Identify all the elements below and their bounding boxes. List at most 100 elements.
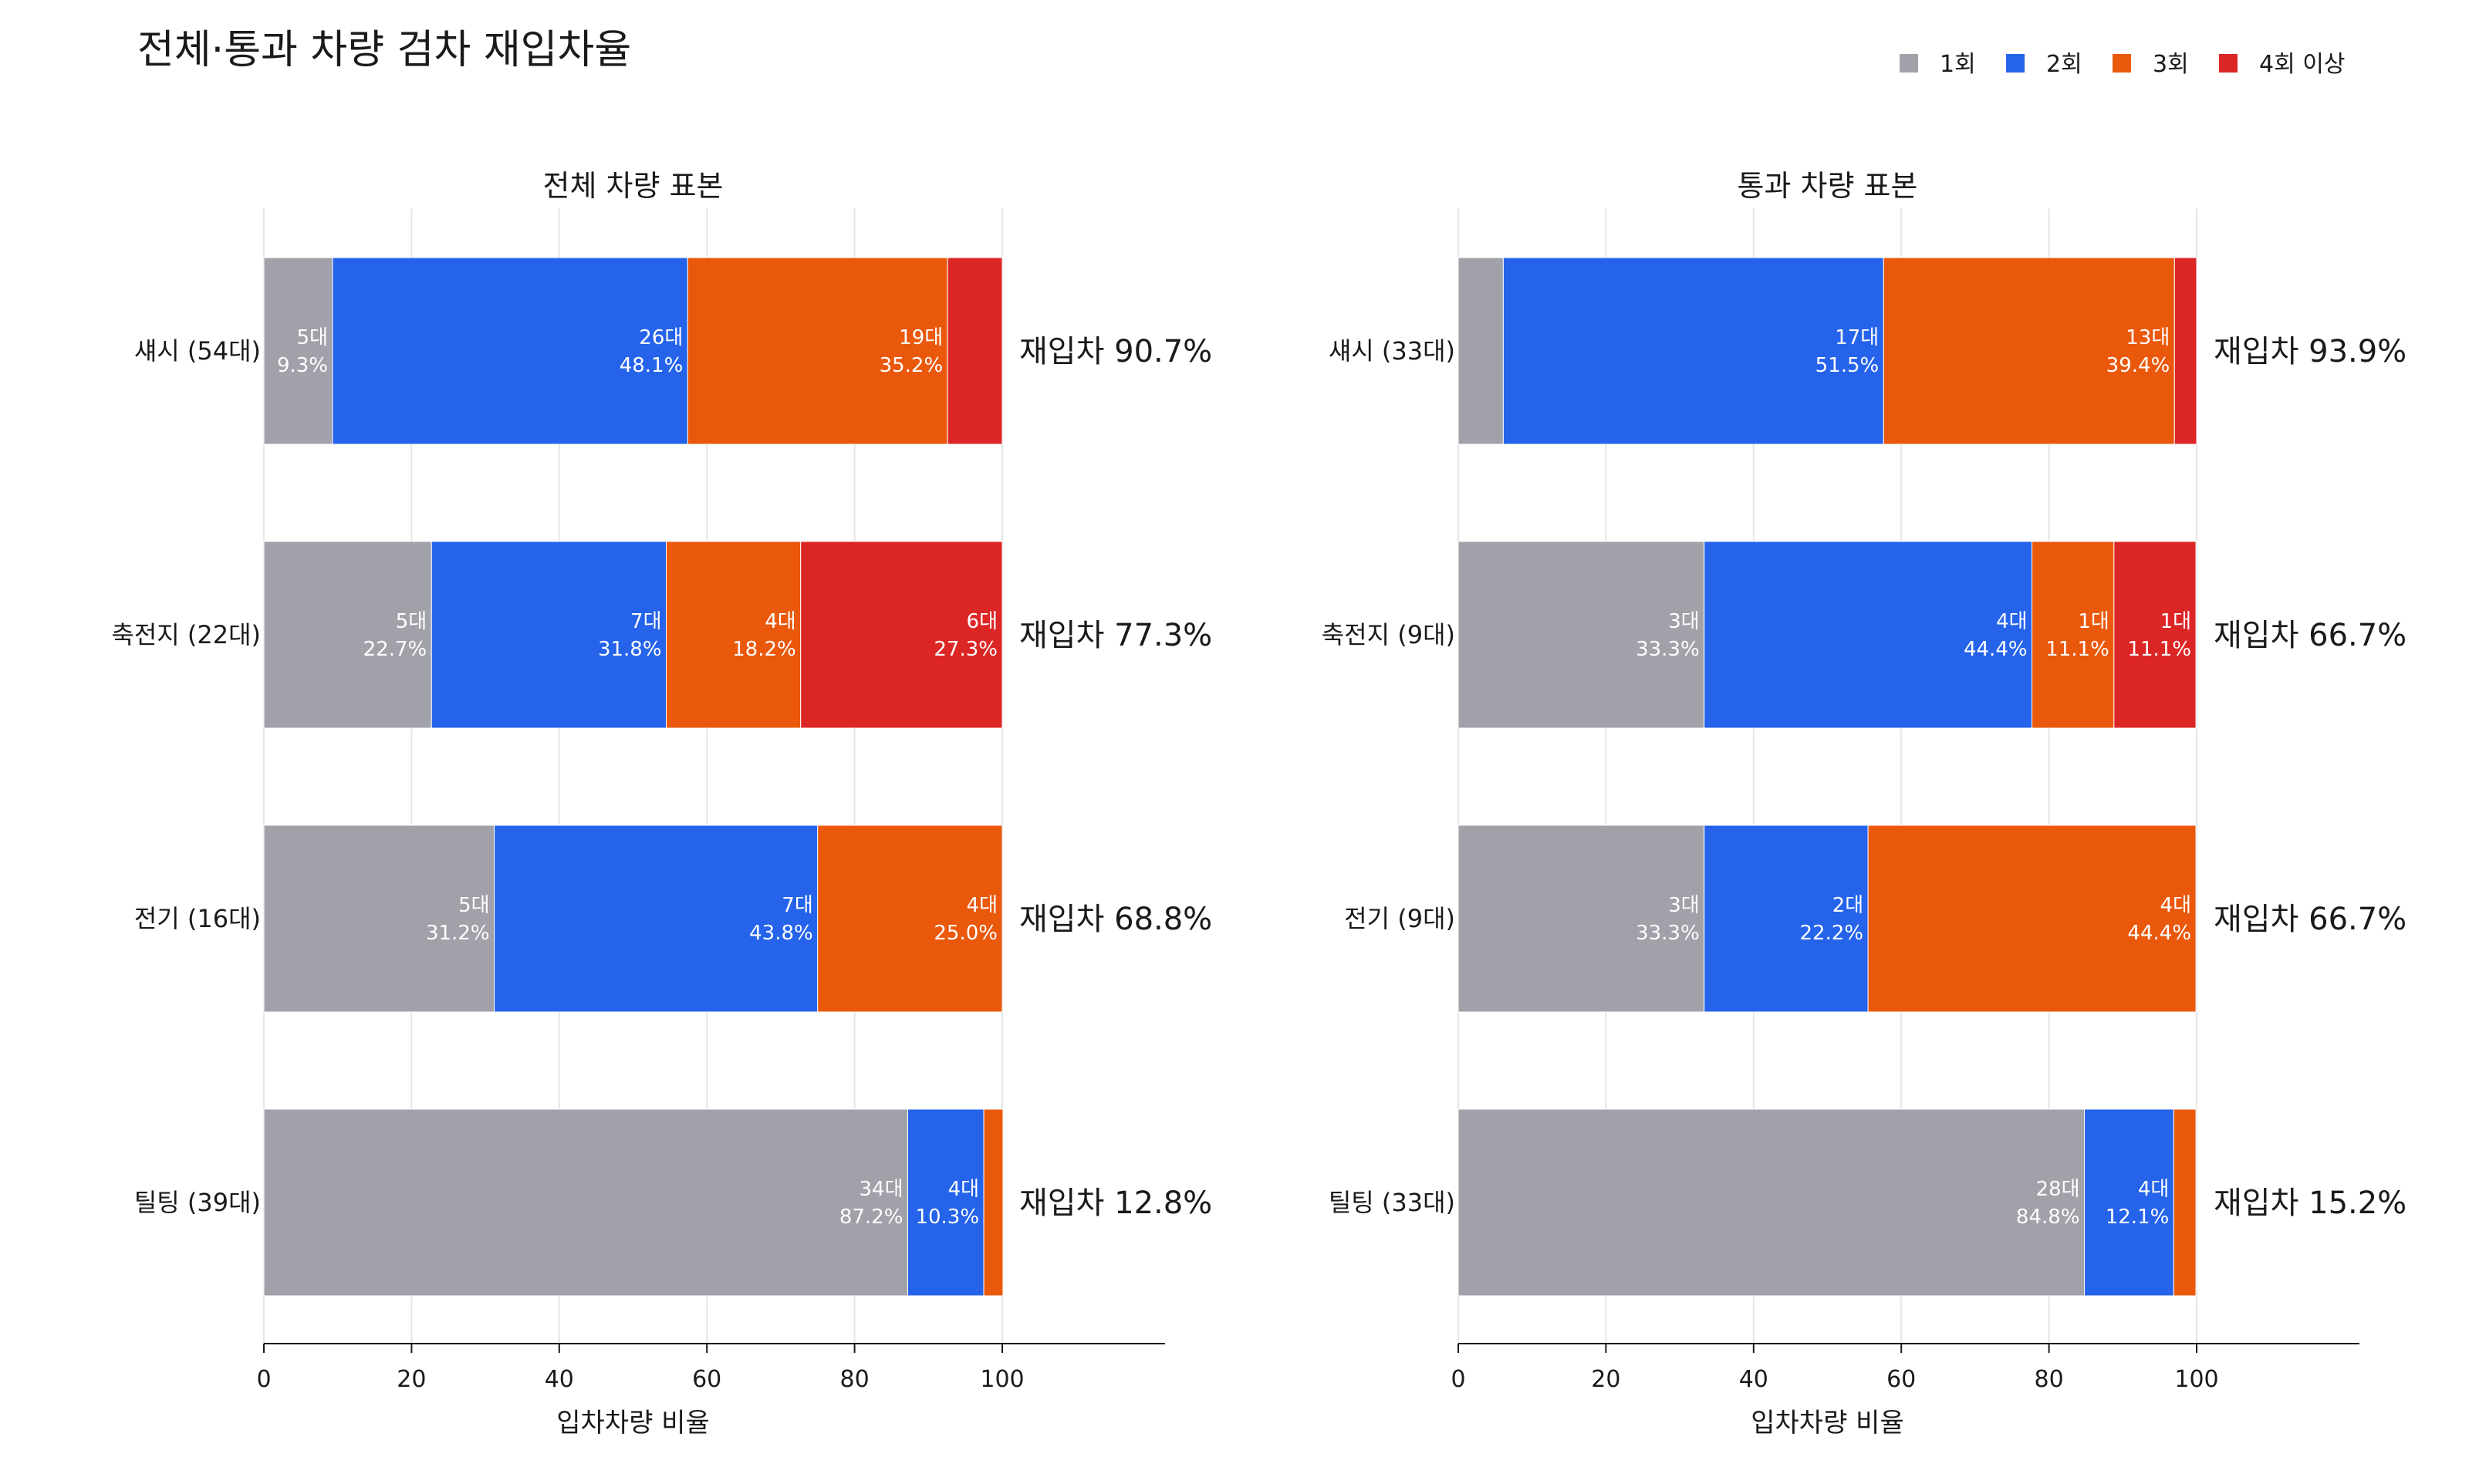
bar-segment (431, 541, 667, 729)
legend-label-1: 1회 (1940, 51, 1976, 78)
segment-count-label: 1대 (2078, 610, 2109, 633)
segment-count-label: 2대 (1832, 894, 1863, 917)
segment-count-label: 19대 (899, 326, 943, 349)
segment-count-label: 4대 (2160, 894, 2191, 917)
segment-count-label: 4대 (948, 1178, 979, 1201)
legend-swatch-2 (2006, 54, 2025, 73)
segment-count-label: 1대 (2160, 610, 2191, 633)
segment-percent-label: 10.3% (915, 1206, 979, 1229)
legend: 1회 2회 3회 4회 이상 (1900, 51, 2345, 78)
segment-percent-label: 44.4% (1964, 638, 2028, 661)
bar-segment (1883, 257, 2175, 445)
legend-swatch-4 (2219, 54, 2238, 73)
segment-count-label: 5대 (396, 610, 427, 633)
reentry-rate-label: 재입차 77.3% (1019, 618, 1212, 653)
segment-percent-label: 43.8% (749, 922, 813, 945)
legend-swatch-3 (2113, 54, 2131, 73)
bar-segment (817, 825, 1003, 1013)
bar-segment (947, 257, 1003, 445)
x-tick-label: 60 (692, 1366, 721, 1393)
segment-count-label: 4대 (1996, 610, 2027, 633)
x-tick-label: 20 (397, 1366, 426, 1393)
segment-percent-label: 87.2% (839, 1206, 903, 1229)
segment-percent-label: 35.2% (880, 354, 944, 377)
category-label: 섀시 (54대) (134, 336, 261, 366)
bar-segment (2032, 541, 2115, 729)
segment-count-label: 5대 (297, 326, 328, 349)
reentry-rate-label: 재입차 66.7% (2214, 902, 2407, 937)
category-label: 전기 (16대) (134, 904, 261, 933)
segment-percent-label: 33.3% (1636, 922, 1700, 945)
panel-title: 통과 차량 표본 (1738, 169, 1918, 203)
segment-percent-label: 22.2% (1800, 922, 1864, 945)
segment-percent-label: 48.1% (620, 354, 684, 377)
segment-percent-label: 9.3% (277, 354, 328, 377)
bar-segment (1704, 541, 2033, 729)
bar-segment (2084, 1108, 2174, 1297)
reentry-rate-label: 재입차 93.9% (2214, 334, 2407, 369)
bar-segment (666, 541, 802, 729)
bar-segment (1704, 825, 1869, 1013)
bar-segment (332, 257, 688, 445)
bar-segment (263, 541, 432, 729)
bar-segment (907, 1108, 985, 1297)
legend-label-3: 3회 (2153, 51, 2189, 78)
bar-segment (1457, 1108, 2086, 1297)
bar-segment (494, 825, 819, 1013)
x-tick-label: 20 (1591, 1366, 1620, 1393)
legend-label-2: 2회 (2046, 51, 2082, 78)
segment-percent-label: 18.2% (732, 638, 796, 661)
segment-count-label: 28대 (2036, 1178, 2080, 1201)
reentry-rate-label: 재입차 12.8% (1019, 1186, 1212, 1221)
bar-segment (263, 257, 333, 445)
segment-percent-label: 11.1% (2127, 638, 2191, 661)
category-label: 틸팅 (39대) (134, 1188, 261, 1217)
panel-title: 전체 차량 표본 (543, 169, 724, 203)
x-tick-label: 80 (840, 1366, 870, 1393)
segment-percent-label: 12.1% (2106, 1206, 2170, 1229)
segment-count-label: 7대 (782, 894, 812, 917)
segment-percent-label: 31.2% (426, 922, 490, 945)
segment-count-label: 26대 (639, 326, 683, 349)
segment-count-label: 17대 (1835, 326, 1879, 349)
bar-segment (983, 1108, 1004, 1297)
category-label: 섀시 (33대) (1329, 336, 1455, 366)
bar-segment (1457, 825, 1705, 1013)
reentry-rate-label: 재입차 15.2% (2214, 1186, 2407, 1221)
x-tick-label: 60 (1886, 1366, 1916, 1393)
segment-count-label: 6대 (967, 610, 998, 633)
reentry-rate-label: 재입차 66.7% (2214, 618, 2407, 653)
segment-count-label: 4대 (967, 894, 998, 917)
segment-count-label: 13대 (2126, 326, 2170, 349)
bar-segment (2113, 541, 2197, 729)
category-label: 축전지 (9대) (1322, 620, 1455, 649)
segment-percent-label: 25.0% (934, 922, 998, 945)
bar-segment (687, 257, 948, 445)
bar-segment (1457, 257, 1504, 445)
category-label: 틸팅 (33대) (1329, 1188, 1455, 1217)
segment-count-label: 3대 (1668, 610, 1699, 633)
segment-count-label: 3대 (1668, 894, 1699, 917)
segment-percent-label: 39.4% (2106, 354, 2170, 377)
x-tick-label: 100 (2174, 1366, 2218, 1393)
bar-segment (1457, 541, 1705, 729)
segment-count-label: 7대 (630, 610, 661, 633)
x-tick-label: 40 (1739, 1366, 1768, 1393)
segment-count-label: 4대 (765, 610, 795, 633)
category-label: 축전지 (22대) (111, 620, 261, 649)
x-axis-label: 입차차량 비율 (556, 1408, 710, 1438)
bar-segment (263, 1108, 909, 1297)
bar-segment (800, 541, 1003, 729)
x-tick-label: 0 (256, 1366, 271, 1393)
segment-percent-label: 27.3% (934, 638, 998, 661)
legend-label-4: 4회 이상 (2259, 51, 2345, 78)
category-label: 전기 (9대) (1344, 904, 1455, 933)
segment-percent-label: 31.8% (598, 638, 662, 661)
chart-panels: 전체 차량 표본 5대 9.3% 26대 48.1% 19대 35.2% 섀시 (54대) 재입… (111, 169, 2407, 1438)
chart-title: 전체·통과 차량 검차 재입차율 (137, 27, 631, 73)
x-tick-label: 0 (1451, 1366, 1465, 1393)
segment-count-label: 5대 (458, 894, 489, 917)
bar-segment (263, 825, 495, 1013)
